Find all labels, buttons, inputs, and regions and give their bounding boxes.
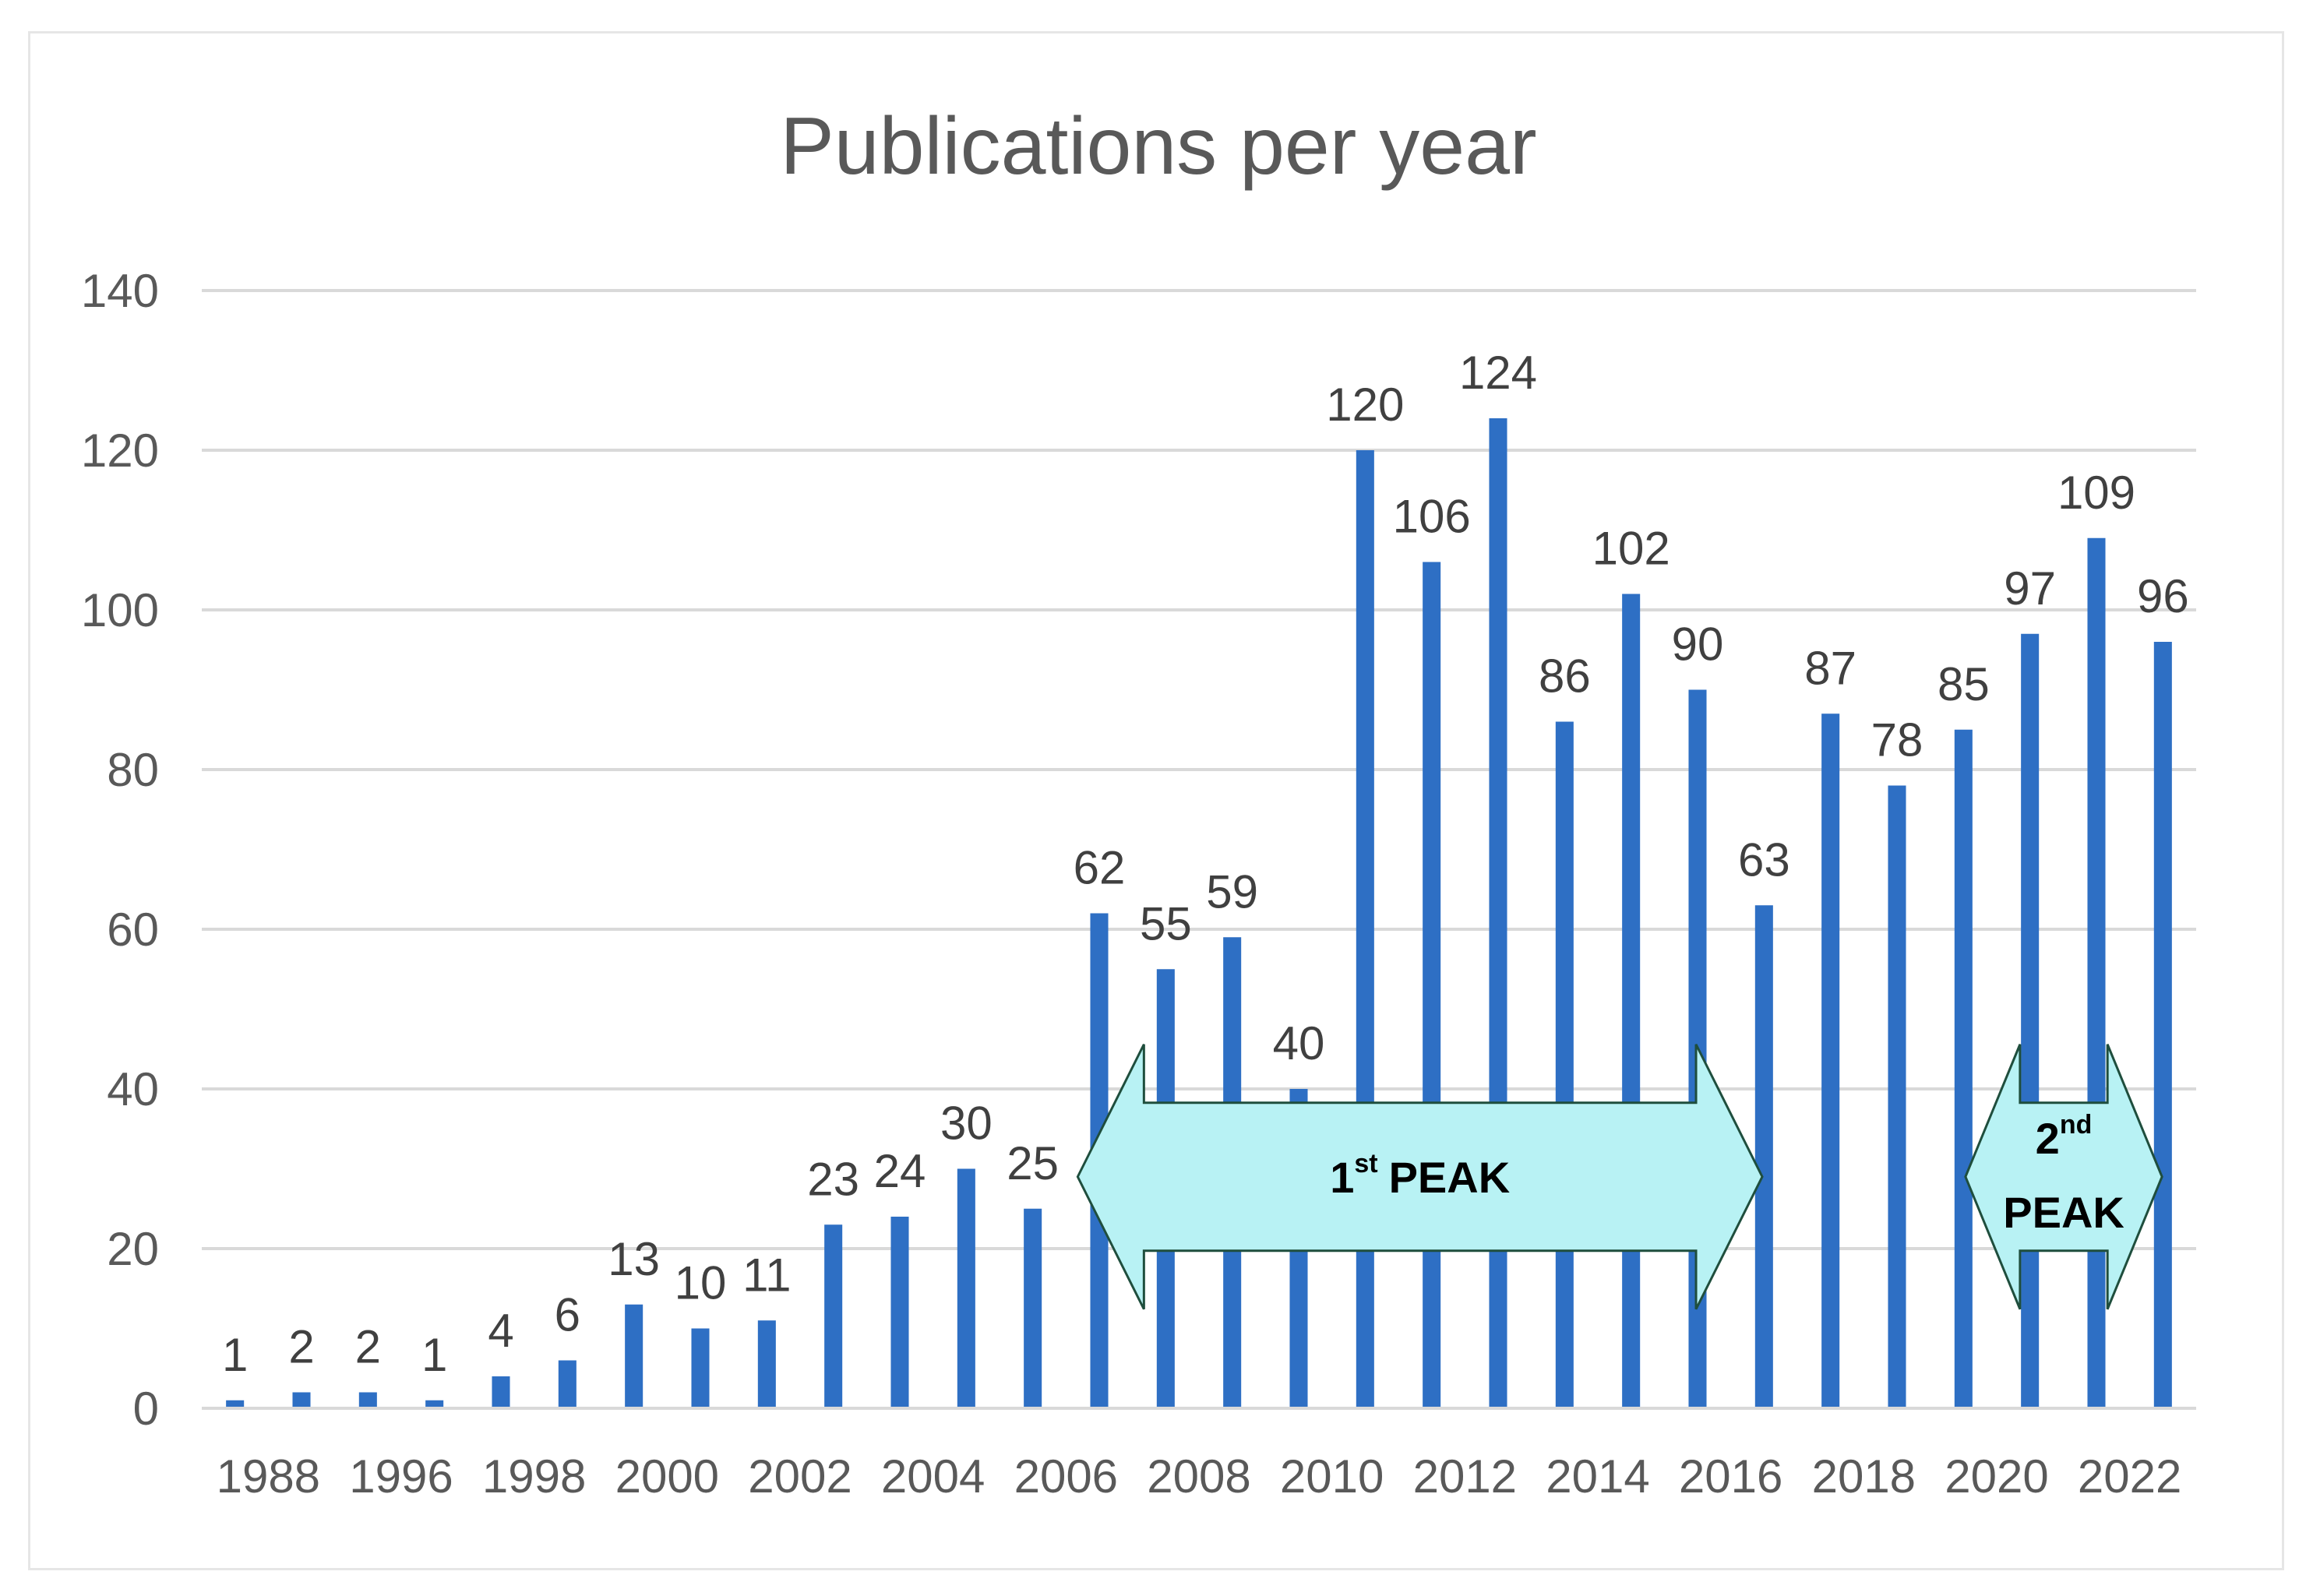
data-label-2009: 59 xyxy=(1206,865,1258,918)
data-label-2000: 13 xyxy=(608,1233,660,1285)
bar-2004 xyxy=(890,1217,909,1408)
bar-2011 xyxy=(1356,450,1374,1408)
data-label-1998: 4 xyxy=(488,1305,513,1357)
x-axis: 1988 1996 1998 2000 2002 2004 2006 2008 2010 2012… xyxy=(202,1407,2196,1503)
peak-annotations: 1st PEAK 2nd PEAK xyxy=(1076,1044,2163,1310)
x-tick-label: 2010 xyxy=(1280,1450,1384,1503)
peak-ordinal-suffix: st xyxy=(1354,1149,1377,1179)
x-tick-label: 2016 xyxy=(1679,1450,1782,1503)
data-label-2016: 90 xyxy=(1672,618,1724,671)
data-label-2006: 25 xyxy=(1007,1137,1059,1189)
data-label-2010: 40 xyxy=(1273,1017,1325,1069)
bar-2017 xyxy=(1754,905,1773,1408)
data-label-2008: 55 xyxy=(1140,897,1192,949)
peak-ordinal: 2 xyxy=(2036,1114,2060,1163)
data-label-2018: 87 xyxy=(1804,642,1856,694)
bar-1997 xyxy=(425,1400,444,1408)
data-label-2003: 23 xyxy=(807,1153,859,1205)
data-label-1988: 1 xyxy=(222,1329,248,1381)
data-label-1996: 2 xyxy=(355,1321,381,1373)
bar-2021 xyxy=(2021,633,2040,1408)
x-tick-label: 1988 xyxy=(217,1450,320,1503)
bar-2003 xyxy=(824,1224,843,1408)
bar-2001 xyxy=(691,1328,710,1408)
data-label-2001: 10 xyxy=(675,1257,727,1309)
peak-ordinal-suffix: nd xyxy=(2060,1110,2093,1140)
bar-2012 xyxy=(1423,562,1441,1408)
x-tick-label: 2006 xyxy=(1014,1450,1118,1503)
y-axis: 0 20 40 60 80 100 120 140 xyxy=(81,265,159,1435)
data-label-2002: 11 xyxy=(742,1249,791,1301)
y-tick-label: 20 xyxy=(107,1223,159,1275)
peak-label-1: 1st PEAK xyxy=(1330,1149,1510,1202)
bar-2014 xyxy=(1555,721,1574,1408)
x-tick-label: 2014 xyxy=(1546,1450,1649,1503)
data-label-2004: 24 xyxy=(874,1145,926,1197)
bar-2006 xyxy=(1024,1208,1042,1408)
bar-chart: Publications per year 020406080100120140… xyxy=(81,101,2196,1503)
data-label-2012: 106 xyxy=(1393,491,1471,543)
y-tick-label: 120 xyxy=(81,425,159,477)
x-tick-label: 1998 xyxy=(482,1450,586,1503)
x-tick-label: 2008 xyxy=(1147,1450,1250,1503)
x-tick-label: 2018 xyxy=(1812,1450,1916,1503)
y-tick-label: 0 xyxy=(133,1383,159,1435)
bar-2015 xyxy=(1622,594,1641,1408)
x-tick-label: 2022 xyxy=(2078,1450,2181,1503)
peak-arrow-1 xyxy=(1076,1044,1764,1310)
chart-frame: Publications per year 0 20 40 60 80 100 120 140… xyxy=(28,31,2284,1570)
data-label-2020: 85 xyxy=(1938,658,1990,710)
bar-1998 xyxy=(492,1376,510,1408)
data-label-2019: 78 xyxy=(1871,714,1923,766)
chart-title: Publications per year xyxy=(780,101,1536,192)
x-tick-label: 2002 xyxy=(748,1450,852,1503)
data-label-2014: 86 xyxy=(1539,650,1591,703)
bar-1996 xyxy=(358,1392,377,1408)
bar-2000 xyxy=(625,1304,643,1408)
data-label-2011: 120 xyxy=(1326,379,1404,431)
peak-word: PEAK xyxy=(1389,1153,1511,1202)
bar-2020 xyxy=(1954,729,1973,1408)
bars xyxy=(226,418,2172,1408)
data-label-2007: 62 xyxy=(1074,842,1126,894)
bar-2019 xyxy=(1888,785,1906,1408)
data-label-1997: 1 xyxy=(421,1329,447,1381)
bar-1995 xyxy=(292,1392,311,1408)
data-label-2022: 109 xyxy=(2057,467,2135,519)
y-tick-label: 100 xyxy=(81,584,159,636)
data-label-2017: 63 xyxy=(1738,833,1790,886)
bar-2022 xyxy=(2087,537,2106,1408)
peak-word: PEAK xyxy=(2003,1188,2124,1237)
data-label-2021: 97 xyxy=(2004,562,2056,615)
data-label-2023: 96 xyxy=(2137,570,2189,622)
bar-1988 xyxy=(226,1400,245,1408)
peak-label-2: 2nd xyxy=(2036,1110,2093,1163)
bar-1999 xyxy=(558,1360,576,1408)
y-tick-label: 40 xyxy=(107,1063,159,1115)
peak-ordinal: 1 xyxy=(1330,1153,1354,1202)
x-tick-label: 2004 xyxy=(881,1450,985,1503)
data-label-1999: 6 xyxy=(555,1289,580,1341)
data-label-2015: 102 xyxy=(1592,523,1670,575)
bar-2005 xyxy=(957,1168,975,1408)
bar-2002 xyxy=(757,1320,776,1408)
y-tick-label: 140 xyxy=(81,265,159,317)
x-tick-label: 2020 xyxy=(1945,1450,2048,1503)
y-tick-label: 80 xyxy=(107,744,159,796)
data-label-1995: 2 xyxy=(288,1321,314,1373)
x-tick-label: 2012 xyxy=(1413,1450,1517,1503)
bar-2023 xyxy=(2153,642,2172,1408)
bar-2018 xyxy=(1821,713,1840,1408)
data-label-2013: 124 xyxy=(1459,347,1537,399)
data-label-2005: 30 xyxy=(940,1097,993,1150)
peak-arrow-2 xyxy=(1964,1044,2163,1310)
x-tick-label: 2000 xyxy=(615,1450,719,1503)
y-tick-label: 60 xyxy=(107,904,159,956)
gridlines xyxy=(202,289,2196,1410)
bar-2013 xyxy=(1489,418,1507,1408)
x-tick-label: 1996 xyxy=(349,1450,453,1503)
